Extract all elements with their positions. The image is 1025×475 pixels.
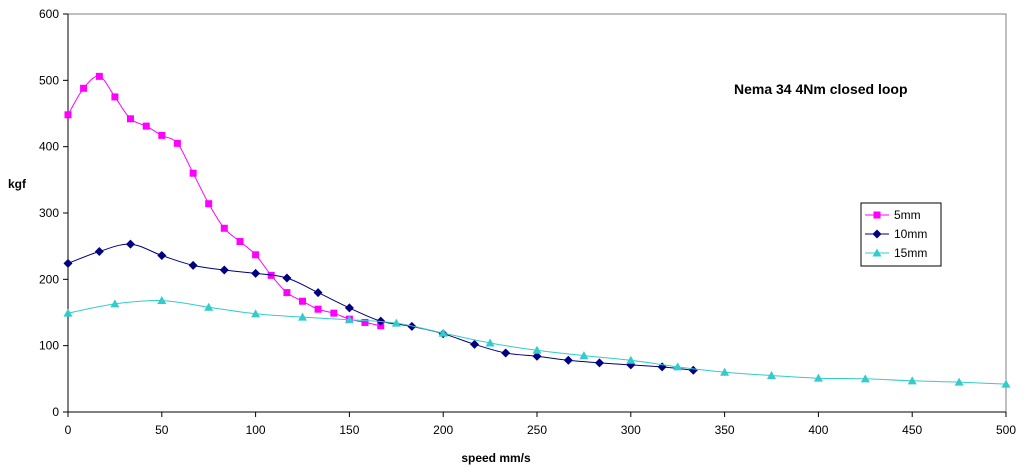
data-point-15mm: [391, 318, 401, 327]
data-point-5mm: [361, 318, 369, 326]
data-point-5mm: [64, 111, 72, 119]
legend: 5mm 10mm 15mm: [860, 202, 942, 267]
data-point-15mm: [157, 296, 167, 305]
data-point-10mm: [219, 265, 229, 275]
legend-marker-10mm: [872, 229, 882, 239]
x-tick-label: 500: [996, 423, 1016, 437]
data-point-15mm: [954, 377, 964, 386]
data-point-5mm: [299, 297, 306, 305]
data-point-10mm: [470, 339, 480, 349]
data-point-5mm: [142, 122, 150, 130]
data-point-5mm: [189, 169, 197, 177]
y-tick-label: 600: [39, 7, 59, 21]
data-point-10mm: [688, 365, 698, 375]
data-point-15mm: [485, 338, 495, 347]
data-point-5mm: [314, 305, 322, 313]
data-point-15mm: [767, 371, 776, 380]
x-tick-label: 400: [808, 423, 828, 437]
data-point-5mm: [252, 251, 260, 259]
data-point-10mm: [63, 258, 73, 268]
data-point-15mm: [532, 345, 542, 354]
data-point-5mm: [236, 238, 244, 246]
data-point-15mm: [344, 315, 354, 324]
y-tick-label: 400: [39, 140, 59, 154]
y-tick-label: 500: [39, 73, 59, 87]
data-point-15mm: [1001, 379, 1011, 388]
y-tick-label: 100: [39, 339, 59, 353]
data-point-10mm: [344, 303, 354, 313]
data-point-15mm: [673, 362, 683, 371]
data-point-15mm: [907, 376, 917, 385]
series-5mm: [64, 72, 385, 330]
x-tick-label: 200: [433, 423, 453, 437]
legend-label-5mm: 5mm: [894, 208, 921, 222]
data-point-10mm: [501, 348, 511, 358]
x-tick-label: 100: [246, 423, 266, 437]
data-point-10mm: [188, 260, 198, 270]
data-point-15mm: [720, 367, 730, 376]
data-point-10mm: [532, 351, 542, 361]
legend-marker-15mm: [872, 248, 882, 257]
data-point-15mm: [438, 328, 448, 337]
series-15mm: [63, 296, 1011, 388]
x-tick-label: 300: [621, 423, 641, 437]
legend-label-15mm: 15mm: [894, 246, 927, 260]
data-point-5mm: [95, 72, 103, 80]
data-point-5mm: [283, 289, 291, 297]
x-tick-label: 50: [155, 423, 169, 437]
data-point-10mm: [313, 288, 323, 298]
data-point-10mm: [563, 355, 573, 365]
data-point-10mm: [94, 246, 104, 256]
data-point-10mm: [594, 358, 604, 368]
x-tick-label: 350: [715, 423, 735, 437]
x-tick-label: 250: [527, 423, 547, 437]
data-point-5mm: [111, 93, 119, 101]
data-point-5mm: [330, 309, 338, 317]
data-point-5mm: [377, 322, 385, 330]
data-point-5mm: [220, 224, 228, 232]
axes: 0 100 200 300 400 500 600 0 50 100 150 200 250 300 350…: [39, 7, 1016, 437]
data-point-5mm: [173, 139, 181, 147]
x-tick-label: 150: [339, 423, 359, 437]
data-point-15mm: [63, 308, 73, 317]
legend-label-10mm: 10mm: [894, 227, 927, 241]
series-layer: [63, 72, 1011, 388]
data-point-15mm: [860, 374, 870, 383]
y-tick-label: 200: [39, 272, 59, 286]
legend-marker-5mm: [873, 211, 881, 219]
data-point-10mm: [251, 268, 261, 278]
y-tick-label: 300: [39, 206, 59, 220]
data-point-15mm: [626, 355, 636, 364]
x-tick-label: 0: [65, 423, 72, 437]
chart-title: Nema 34 4Nm closed loop: [734, 81, 908, 97]
data-point-15mm: [579, 351, 589, 360]
data-point-5mm: [80, 84, 88, 92]
data-point-10mm: [282, 273, 292, 283]
data-point-5mm: [158, 131, 166, 139]
data-point-15mm: [204, 302, 214, 311]
y-tick-label: 0: [52, 405, 59, 419]
x-axis-label: speed mm/s: [461, 451, 531, 465]
data-point-15mm: [813, 373, 823, 382]
data-point-15mm: [298, 312, 307, 321]
data-point-10mm: [125, 239, 135, 249]
x-tick-label: 450: [902, 423, 922, 437]
data-point-5mm: [126, 115, 134, 123]
y-axis-label: kgf: [8, 177, 27, 191]
data-point-15mm: [251, 309, 261, 318]
data-point-5mm: [205, 200, 213, 208]
data-point-15mm: [110, 299, 120, 308]
data-point-10mm: [157, 250, 167, 260]
